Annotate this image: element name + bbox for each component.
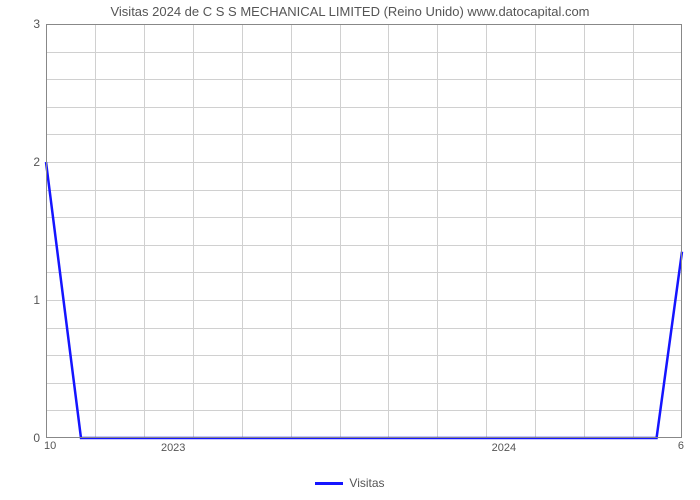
chart-title: Visitas 2024 de C S S MECHANICAL LIMITED… [0, 4, 700, 19]
y-tick-label: 1 [33, 293, 40, 307]
x-tick-label: 2023 [161, 442, 185, 454]
x-corner-left: 10 [44, 440, 56, 452]
y-tick-label: 3 [33, 17, 40, 31]
y-tick-label: 2 [33, 155, 40, 169]
chart-container: Visitas 2024 de C S S MECHANICAL LIMITED… [0, 0, 700, 500]
legend-swatch [315, 482, 343, 485]
plot-area: 012320232024106 [46, 24, 682, 438]
x-tick-label: 2024 [492, 442, 516, 454]
y-tick-label: 0 [33, 431, 40, 445]
series-line [46, 24, 682, 438]
x-corner-right: 6 [678, 440, 684, 452]
legend-label: Visitas [349, 476, 384, 490]
legend: Visitas [0, 476, 700, 490]
